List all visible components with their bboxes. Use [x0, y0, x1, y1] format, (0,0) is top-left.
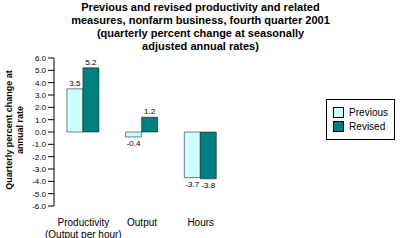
- html-text:measures, nonfarm business, fo: measures, nonfarm business, fourth quart…: [71, 14, 330, 26]
- svg-text:-2.0: -2.0: [32, 153, 46, 162]
- html-text:adjusted annual rates): adjusted annual rates): [142, 40, 259, 52]
- svg-text:Output: Output: [127, 217, 157, 228]
- svg-text:Quarterly percent change atann: Quarterly percent change atannual rate: [4, 70, 25, 190]
- svg-text:-6.0: -6.0: [32, 202, 46, 211]
- html-text:(quarterly percent change at s: (quarterly percent change at seasonally: [96, 27, 305, 39]
- svg-text:3.5: 3.5: [69, 79, 81, 88]
- html-text:Previous and revised productiv: Previous and revised productivity and re…: [81, 1, 320, 13]
- svg-text:5.0: 5.0: [35, 66, 47, 75]
- svg-text:5.2: 5.2: [85, 58, 97, 67]
- svg-text:(Output per hour): (Output per hour): [45, 229, 122, 238]
- svg-text:0.0: 0.0: [35, 128, 47, 137]
- svg-text:-1.0: -1.0: [32, 140, 46, 149]
- svg-text:Productivity: Productivity: [58, 217, 110, 228]
- svg-text:-4.0: -4.0: [32, 177, 46, 186]
- svg-text:1.0: 1.0: [35, 116, 47, 125]
- svg-text:Hours: Hours: [187, 217, 214, 228]
- svg-text:-3.7: -3.7: [185, 180, 199, 189]
- svg-text:-3.8: -3.8: [201, 181, 215, 190]
- html-text:Previous: Previous: [349, 106, 388, 118]
- html-text:Revised: Revised: [349, 120, 386, 132]
- svg-text:1.2: 1.2: [144, 107, 156, 116]
- svg-text:-5.0: -5.0: [32, 190, 46, 199]
- svg-text:-3.0: -3.0: [32, 165, 46, 174]
- svg-text:4.0: 4.0: [35, 79, 47, 88]
- svg-text:-0.4: -0.4: [127, 139, 141, 148]
- svg-text:2.0: 2.0: [35, 103, 47, 112]
- svg-text:3.0: 3.0: [35, 91, 47, 100]
- svg-text:6.0: 6.0: [35, 54, 47, 63]
